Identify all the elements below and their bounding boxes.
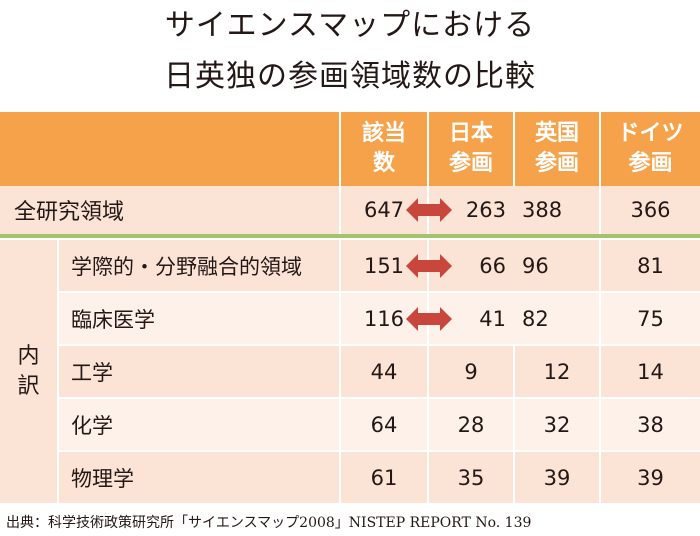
row-label: 化学 — [57, 397, 340, 451]
header-row: 該当数 日本 参画 英国 参画 ドイツ 参画 — [0, 112, 700, 186]
header-uk: 英国 参画 — [513, 112, 600, 186]
row-count: 61 — [339, 450, 428, 503]
header-germany: ドイツ 参画 — [599, 112, 700, 186]
row-uk: 96 — [522, 253, 549, 278]
total-uk: 388 — [522, 198, 563, 222]
row-japan-uk-pair: 66 96 — [406, 238, 600, 292]
source-note: 出典：科学技術政策研究所「サイエンスマップ2008」NISTEP REPORT … — [6, 515, 532, 531]
row-germany: 81 — [599, 238, 700, 292]
row-japan: 9 — [427, 344, 514, 398]
row-label: 臨床医学 — [57, 291, 340, 345]
row-label: 工学 — [57, 344, 340, 398]
breakdown-side-label: 内訳 — [0, 238, 58, 503]
total-japan-uk-pair: 263 388 — [406, 186, 600, 234]
row-uk: 82 — [522, 306, 549, 331]
row-count: 64 — [339, 397, 428, 451]
double-arrow-icon — [406, 306, 452, 331]
header-blank-cell — [0, 112, 340, 186]
row-japan: 35 — [427, 450, 514, 503]
row-japan: 41 — [479, 306, 506, 331]
row-germany: 75 — [599, 291, 700, 345]
table-row: 臨床医学 116 41 82 75 — [0, 291, 700, 345]
table-row: 工学 44 9 12 14 — [0, 344, 700, 398]
row-japan-uk-pair: 41 82 — [406, 291, 600, 345]
green-separator — [0, 234, 700, 239]
row-germany: 39 — [599, 450, 700, 503]
title-line-1: サイエンスマップにおける — [164, 8, 536, 43]
double-arrow-icon — [406, 198, 452, 222]
total-row-label: 全研究領域 — [0, 186, 340, 234]
row-uk: 12 — [513, 344, 600, 398]
row-uk: 39 — [513, 450, 600, 503]
row-germany: 38 — [599, 397, 700, 451]
row-germany: 14 — [599, 344, 700, 398]
comparison-table: 該当数 日本 参画 英国 参画 ドイツ 参画 全研究領域 647 263 388 36… — [0, 112, 700, 503]
row-count: 44 — [339, 344, 428, 398]
table-row: 化学 64 28 32 38 — [0, 397, 700, 451]
table-row: 内訳 学際的・分野融合的領域 151 66 96 81 — [0, 238, 700, 503]
total-row: 全研究領域 647 263 388 366 — [0, 186, 700, 234]
header-japan: 日本 参画 — [427, 112, 514, 186]
row-label: 学際的・分野融合的領域 — [57, 238, 340, 292]
row-count: 151 — [339, 238, 428, 292]
double-arrow-icon — [406, 253, 452, 278]
row-uk: 32 — [513, 397, 600, 451]
table-row: 物理学 61 35 39 39 — [0, 450, 700, 503]
total-germany: 366 — [599, 186, 700, 234]
title-line-2: 日英独の参画領域数の比較 — [164, 59, 536, 94]
row-japan: 28 — [427, 397, 514, 451]
header-count: 該当数 — [339, 112, 428, 186]
row-label: 物理学 — [57, 450, 340, 503]
row-japan: 66 — [479, 253, 506, 278]
total-japan: 263 — [465, 198, 506, 222]
